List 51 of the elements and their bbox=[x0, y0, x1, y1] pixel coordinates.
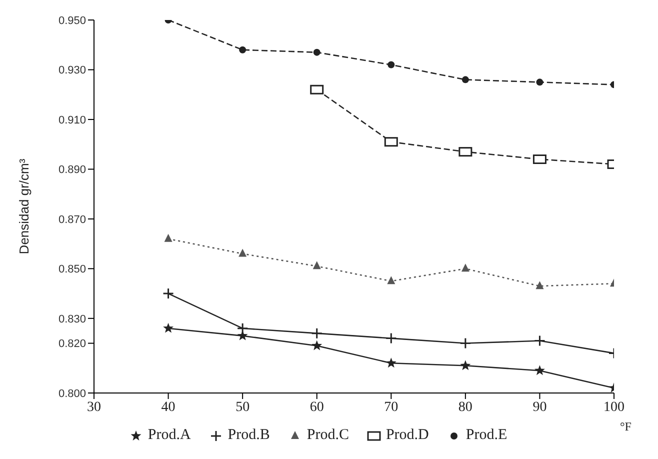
y-tick-label: 0.830 bbox=[58, 313, 86, 326]
point bbox=[236, 322, 248, 334]
x-tick-label: 60 bbox=[310, 400, 324, 415]
x-tick-label: 80 bbox=[458, 400, 472, 415]
point bbox=[532, 154, 546, 164]
y-axis-title: Densidad gr/cm³ bbox=[16, 158, 32, 254]
legend-label: Prod.A bbox=[148, 427, 191, 444]
point bbox=[385, 332, 397, 344]
point bbox=[311, 328, 323, 340]
point bbox=[388, 61, 395, 68]
x-axis-title: °F bbox=[620, 419, 632, 434]
y-tick-label: 0.910 bbox=[58, 114, 86, 126]
x-tick-label: 90 bbox=[532, 400, 547, 415]
legend-label: Prod.B bbox=[228, 427, 270, 444]
point bbox=[312, 261, 321, 270]
x-tick-label: 70 bbox=[384, 400, 398, 415]
point bbox=[461, 264, 470, 272]
y-tick-label: 0.850 bbox=[58, 264, 86, 276]
point bbox=[310, 84, 324, 94]
y-tick-label: 0.870 bbox=[58, 214, 86, 226]
point bbox=[162, 288, 174, 300]
point bbox=[238, 248, 247, 257]
legend-label: Prod.C bbox=[306, 427, 349, 444]
y-tick-label: 0.820 bbox=[58, 338, 86, 350]
x-tick-label: 50 bbox=[236, 400, 250, 415]
point bbox=[163, 322, 174, 333]
point bbox=[164, 234, 172, 242]
y-tick-label: 0.930 bbox=[58, 64, 86, 77]
point bbox=[460, 338, 472, 350]
legend-label: Prod.E bbox=[466, 427, 508, 444]
y-tick-label: 0.800 bbox=[58, 388, 86, 400]
point bbox=[462, 76, 469, 84]
point bbox=[536, 281, 544, 290]
point bbox=[386, 358, 396, 368]
y-tick-label: 0.890 bbox=[58, 164, 86, 176]
x-tick-label: 100 bbox=[604, 400, 624, 415]
point bbox=[384, 137, 398, 147]
x-tick-label: 30 bbox=[87, 400, 101, 415]
point bbox=[536, 78, 544, 86]
point bbox=[387, 276, 396, 284]
point bbox=[458, 147, 472, 157]
legend-label: Prod.D bbox=[386, 427, 429, 444]
point bbox=[313, 48, 320, 56]
point bbox=[312, 340, 322, 350]
point bbox=[239, 46, 246, 54]
point bbox=[534, 335, 546, 347]
y-tick-label: 0.950 bbox=[58, 14, 86, 27]
point bbox=[460, 360, 471, 370]
point bbox=[237, 330, 248, 340]
x-tick-label: 40 bbox=[161, 400, 176, 415]
point bbox=[534, 365, 545, 376]
